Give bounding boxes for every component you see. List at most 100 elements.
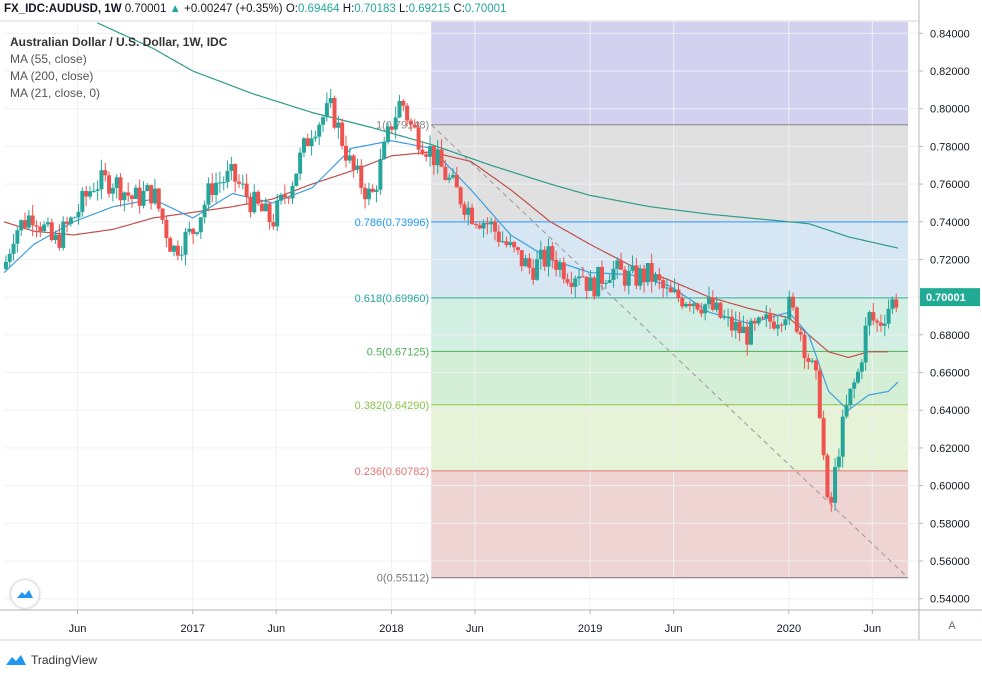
fib-zone-top <box>431 22 909 125</box>
candle-body <box>443 166 448 180</box>
fib-level-label: 0.618(0.69960) <box>355 293 430 305</box>
fib-zone <box>431 297 909 352</box>
candle-body <box>386 126 391 142</box>
tradingview-logo-button[interactable] <box>11 580 39 608</box>
candle-body <box>118 177 123 201</box>
candle-body <box>821 417 826 456</box>
candle-body <box>848 388 853 406</box>
candle-body <box>65 221 70 224</box>
candle-body <box>370 188 375 192</box>
candle-body <box>710 297 715 310</box>
candle-body <box>718 302 723 318</box>
x-tick-label: Jun <box>466 623 484 635</box>
auto-scale-button[interactable]: A <box>948 620 956 632</box>
x-tick-label: Jun <box>267 623 285 635</box>
candle-body <box>829 496 834 503</box>
candle-body <box>531 267 536 280</box>
candle-body <box>695 303 700 310</box>
candle-body <box>653 274 658 282</box>
footer-brand[interactable]: TradingView <box>5 653 97 667</box>
candle-body <box>84 190 89 197</box>
candle-body <box>546 246 551 267</box>
candle-body <box>114 177 119 188</box>
candle-body <box>263 203 268 212</box>
candle-body <box>107 175 112 194</box>
fib-level-label: 1(0.79148) <box>376 120 429 132</box>
fib-level-label: 0.236(0.60782) <box>355 466 430 478</box>
candle-body <box>420 149 425 155</box>
candle-body <box>454 174 459 188</box>
x-tick-label: 2018 <box>379 623 403 635</box>
candle-body <box>412 124 417 128</box>
candle-body <box>554 259 559 270</box>
candle-body <box>634 265 639 286</box>
candle-body <box>787 296 792 320</box>
candle-body <box>175 245 180 256</box>
candle-body <box>500 241 505 243</box>
y-tick-label: 0.82000 <box>930 66 970 78</box>
candle-body <box>447 177 452 180</box>
x-tick-label: 2017 <box>181 623 205 635</box>
ma55-line <box>3 151 889 359</box>
fib-zone <box>431 124 909 222</box>
candle-body <box>783 319 788 326</box>
legend-ma21[interactable]: MA (21, close, 0) <box>10 86 101 100</box>
candle-body <box>110 187 115 194</box>
candle-body <box>210 183 215 196</box>
symbol-header: FX_IDC:AUDUSD, 1W 0.70001 ▲ +0.00247 (+0… <box>4 3 506 15</box>
candle-body <box>626 270 631 286</box>
candle-body <box>580 276 585 278</box>
candle-body <box>80 190 85 212</box>
axes: 0.84000 0.82000 0.80000 0.78000 0.76000 0.740… <box>0 0 982 641</box>
candle-body <box>279 194 284 201</box>
candle-body <box>87 191 92 197</box>
candle-body <box>152 188 157 204</box>
price-change: +0.00247 (+0.35%) <box>184 3 283 15</box>
candle-body <box>133 187 138 199</box>
candle-body <box>768 314 773 322</box>
candle-body <box>890 299 895 309</box>
candle-body <box>856 371 861 383</box>
candle-body <box>687 303 692 307</box>
candle-body <box>321 117 326 125</box>
candle-body <box>550 246 555 260</box>
low-label: L: <box>399 3 409 15</box>
symbol-label: FX_IDC:AUDUSD, 1W <box>4 3 122 15</box>
candle-body <box>760 317 765 319</box>
y-tick-label: 0.80000 <box>930 104 970 116</box>
candle-body <box>798 331 803 335</box>
candle-body <box>294 173 299 186</box>
candle-body <box>542 249 547 267</box>
legend-ma200[interactable]: MA (200, close) <box>10 69 94 83</box>
candle-body <box>512 242 517 248</box>
candle-body <box>592 277 597 297</box>
candle-body <box>225 170 230 183</box>
candle-body <box>794 307 799 332</box>
candle-body <box>462 204 467 215</box>
close-label: C: <box>453 3 465 15</box>
candle-body <box>355 165 360 170</box>
legend-ma55[interactable]: MA (55, close) <box>10 52 87 66</box>
y-tick-label: 0.60000 <box>930 481 970 493</box>
candle-body <box>859 362 864 372</box>
candle-body <box>290 185 295 199</box>
candle-body <box>836 456 841 468</box>
candle-body <box>661 280 666 289</box>
candle-body <box>57 234 62 248</box>
candle-body <box>810 360 815 362</box>
candle-body <box>764 314 769 319</box>
candle-body <box>504 241 509 245</box>
candle-body <box>886 308 891 324</box>
candle-body <box>229 164 234 171</box>
y-tick-label: 0.74000 <box>930 217 970 229</box>
chart-legend: Australian Dollar / U.S. Dollar, 1W, IDC… <box>10 34 227 102</box>
candle-body <box>416 127 421 150</box>
candle-body <box>775 324 780 329</box>
trend-line[interactable] <box>430 124 909 579</box>
close-value: 0.70001 <box>464 3 507 15</box>
legend-title: Australian Dollar / U.S. Dollar, 1W, IDC <box>10 35 228 49</box>
candle-body <box>401 100 406 106</box>
y-tick-label: 0.72000 <box>930 254 970 266</box>
candle-body <box>61 221 66 248</box>
